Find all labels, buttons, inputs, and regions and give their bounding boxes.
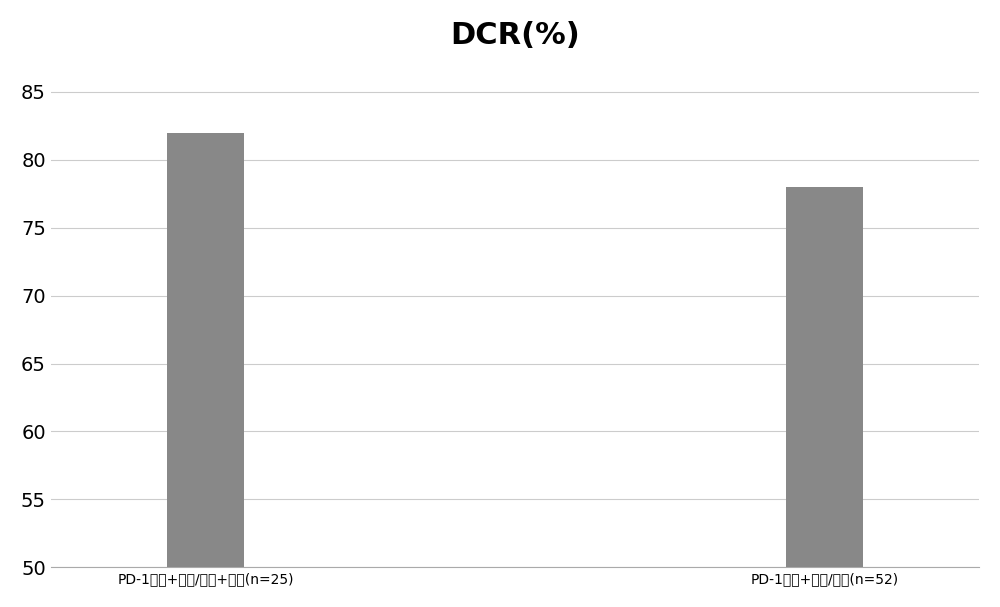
Bar xyxy=(167,132,244,568)
Bar xyxy=(786,187,863,568)
Title: DCR(%): DCR(%) xyxy=(450,21,580,50)
